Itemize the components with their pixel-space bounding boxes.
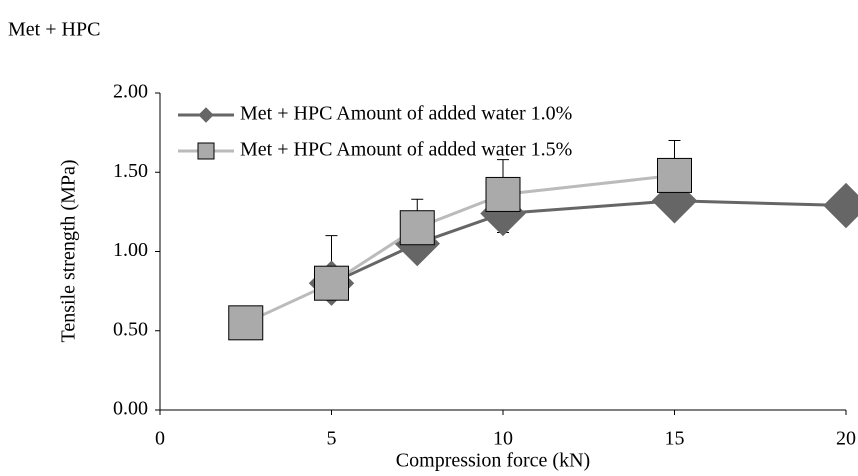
- chart-title: Met + HPC: [8, 19, 100, 41]
- marker: [314, 265, 349, 301]
- marker: [823, 182, 858, 229]
- legend-marker: [197, 142, 215, 160]
- x-axis-label: Compression force (kN): [396, 450, 590, 472]
- x-tick-label: 20: [836, 428, 856, 450]
- y-tick-label: 2.00: [113, 81, 148, 103]
- y-axis-label: Tensile strength (MPa): [58, 159, 80, 342]
- marker: [399, 210, 435, 246]
- y-tick-label: 0.50: [113, 318, 148, 340]
- y-tick-label: 1.00: [113, 239, 148, 261]
- x-tick-label: 15: [665, 428, 685, 450]
- series-line: [245, 173, 675, 325]
- x-tick-label: 10: [493, 428, 513, 450]
- legend-label: Met + HPC Amount of added water 1.0%: [240, 103, 572, 125]
- marker: [657, 157, 692, 193]
- y-tick-label: 0.00: [113, 398, 148, 420]
- x-tick-label: 5: [327, 428, 337, 450]
- legend-marker: [198, 107, 214, 123]
- marker: [228, 305, 264, 341]
- y-tick-label: 1.50: [113, 160, 148, 182]
- marker: [485, 176, 521, 212]
- x-tick-label: 0: [155, 428, 165, 450]
- legend-label: Met + HPC Amount of added water 1.5%: [240, 139, 572, 161]
